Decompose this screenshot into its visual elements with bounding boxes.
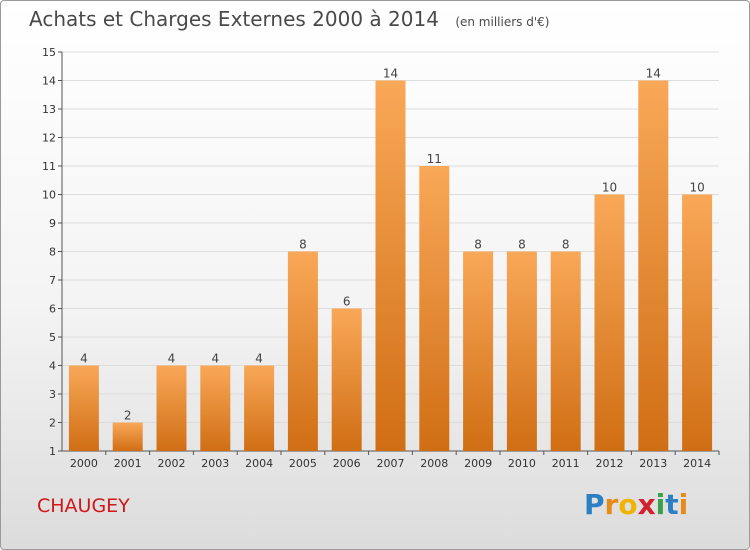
data-label: 8 xyxy=(562,238,570,252)
data-label: 8 xyxy=(518,238,526,252)
logo-letter: P xyxy=(584,488,605,521)
y-tick-label: 5 xyxy=(49,331,56,344)
title-unit: (en milliers d'€) xyxy=(455,15,550,29)
bar xyxy=(375,80,406,451)
y-tick-label: 7 xyxy=(49,274,56,287)
x-tick-label: 2006 xyxy=(333,457,361,470)
logo-letter: i xyxy=(655,488,666,521)
x-tick-label: 2011 xyxy=(552,457,580,470)
bar xyxy=(419,166,450,451)
commune-name: CHAUGEY xyxy=(37,495,130,517)
logo-letter: i xyxy=(678,488,689,521)
x-tick-label: 2014 xyxy=(683,457,711,470)
y-tick-label: 14 xyxy=(42,75,56,88)
bar xyxy=(287,251,318,451)
logo-letter: o xyxy=(618,488,638,521)
y-tick-label: 13 xyxy=(42,103,56,116)
x-tick-label: 2009 xyxy=(464,457,492,470)
logo-letter: t xyxy=(665,488,679,521)
y-tick-label: 11 xyxy=(42,160,56,173)
chart-title: Achats et Charges Externes 2000 à 2014 (… xyxy=(29,7,549,31)
data-label: 4 xyxy=(255,352,263,366)
bar xyxy=(463,251,494,451)
title-text: Achats et Charges Externes 2000 à 2014 xyxy=(29,7,439,31)
x-tick-label: 2003 xyxy=(201,457,229,470)
bar xyxy=(638,80,669,451)
bar xyxy=(550,251,581,451)
data-label: 11 xyxy=(427,152,442,166)
data-label: 10 xyxy=(602,181,617,195)
x-tick-label: 2012 xyxy=(596,457,624,470)
data-label: 8 xyxy=(299,238,307,252)
proxiti-logo: Proxiti xyxy=(584,488,688,521)
bar xyxy=(112,422,143,451)
x-tick-label: 2010 xyxy=(508,457,536,470)
x-tick-label: 2000 xyxy=(70,457,98,470)
x-tick-label: 2005 xyxy=(289,457,317,470)
y-tick-label: 10 xyxy=(42,189,56,202)
bar xyxy=(331,308,362,451)
x-tick-label: 2004 xyxy=(245,457,273,470)
y-tick-label: 12 xyxy=(42,132,56,145)
bar xyxy=(68,365,99,451)
y-tick-label: 6 xyxy=(49,303,56,316)
bar xyxy=(682,194,713,451)
data-label: 4 xyxy=(168,352,176,366)
data-label: 6 xyxy=(343,295,351,309)
x-tick-label: 2008 xyxy=(420,457,448,470)
bar xyxy=(200,365,231,451)
data-label: 4 xyxy=(211,352,219,366)
data-label: 4 xyxy=(80,352,88,366)
data-label: 8 xyxy=(474,238,482,252)
bar xyxy=(594,194,625,451)
y-tick-label: 2 xyxy=(49,417,56,430)
x-tick-label: 2001 xyxy=(114,457,142,470)
y-tick-label: 1 xyxy=(49,445,56,458)
y-tick-label: 9 xyxy=(49,217,56,230)
logo-letter: x xyxy=(637,488,656,521)
x-tick-label: 2002 xyxy=(158,457,186,470)
data-label: 2 xyxy=(124,409,132,423)
data-label: 14 xyxy=(646,67,661,81)
x-tick-label: 2007 xyxy=(377,457,405,470)
data-label: 14 xyxy=(383,67,398,81)
y-tick-label: 4 xyxy=(49,360,56,373)
bar xyxy=(506,251,537,451)
y-tick-label: 15 xyxy=(42,46,56,59)
x-tick-label: 2013 xyxy=(639,457,667,470)
bar xyxy=(156,365,187,451)
logo-letter: r xyxy=(604,488,619,521)
y-tick-label: 3 xyxy=(49,388,56,401)
bar xyxy=(244,365,275,451)
y-tick-label: 8 xyxy=(49,246,56,259)
data-label: 10 xyxy=(689,181,704,195)
